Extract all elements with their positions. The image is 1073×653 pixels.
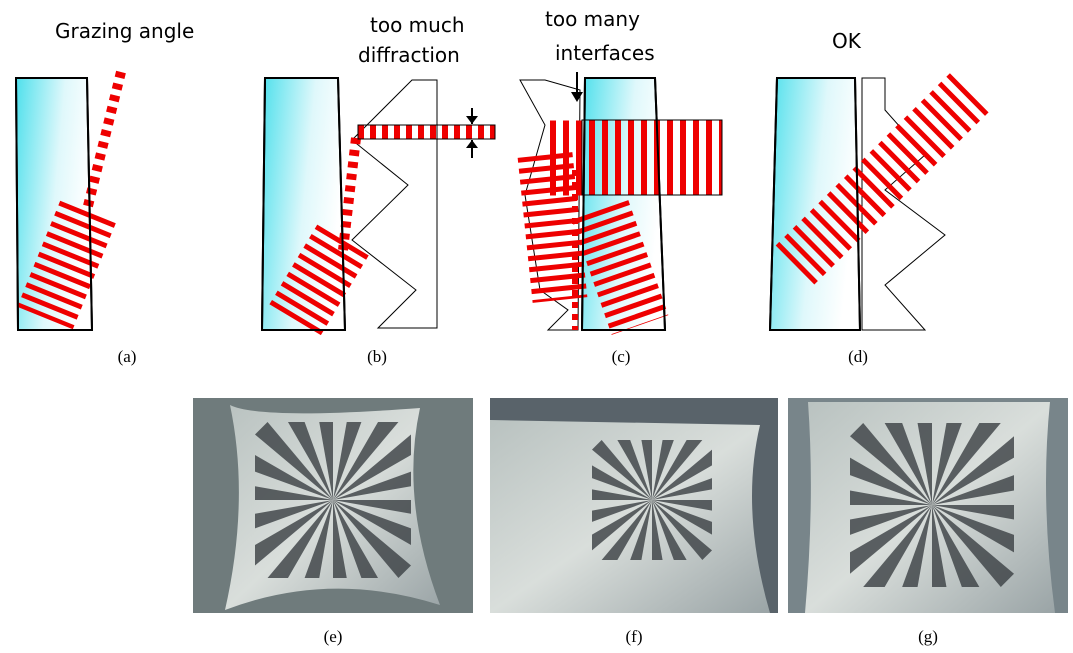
wedge (333, 500, 347, 578)
prism (861, 77, 946, 331)
wedge (932, 505, 947, 587)
wedge (617, 440, 652, 500)
wedge (601, 500, 652, 560)
beam (269, 224, 369, 336)
wedge (932, 436, 1014, 505)
wedge (333, 500, 411, 546)
wedge (652, 500, 712, 560)
beam (82, 70, 126, 212)
beam (17, 200, 116, 330)
arrow-head (571, 92, 583, 102)
wedge (932, 505, 1014, 553)
wedge (652, 500, 712, 535)
panel-b: too much diffraction (b) (260, 13, 496, 366)
wedge (304, 500, 333, 578)
wedge (652, 500, 687, 560)
wedge (319, 422, 333, 500)
wedge (630, 500, 652, 560)
wedge (932, 505, 1014, 520)
wedge (652, 440, 674, 500)
wedge (592, 489, 652, 500)
wedge (932, 475, 1014, 505)
wedge (641, 440, 652, 500)
glass-edge (768, 77, 862, 331)
wedge (333, 500, 411, 514)
caption: (f) (626, 627, 643, 646)
glass-edge (260, 77, 347, 331)
wedge (255, 422, 333, 500)
photo-e (193, 398, 473, 613)
wedge (652, 440, 703, 500)
glass-edge (580, 77, 667, 331)
wedge (850, 490, 932, 505)
wedge (592, 465, 652, 500)
label: Grazing angle (55, 19, 194, 43)
wedge (255, 500, 333, 529)
wedge (333, 500, 379, 578)
label: too many (545, 7, 640, 31)
beam (517, 152, 588, 303)
wedge (863, 505, 932, 587)
label: diffraction (358, 43, 460, 67)
wedge (884, 423, 932, 505)
wedge (932, 505, 980, 587)
starburst (850, 423, 1014, 587)
wedge (592, 500, 652, 551)
wedge (932, 505, 1014, 587)
starburst (592, 440, 712, 560)
glass-edge (14, 77, 94, 331)
arrow-head (466, 140, 478, 148)
wedge (850, 505, 932, 574)
caption: (g) (918, 627, 938, 646)
arrow-head (466, 116, 478, 124)
wedge (932, 423, 962, 505)
label: OK (832, 29, 862, 53)
panel-d: OK (d) (768, 29, 990, 366)
beam (338, 137, 361, 251)
wedge (255, 454, 333, 500)
beam-outline (581, 119, 723, 196)
wedge (255, 486, 333, 500)
wedge (333, 422, 399, 500)
wedge (652, 449, 712, 500)
wedge (917, 423, 932, 505)
label: too much (370, 13, 465, 37)
wedge (333, 500, 411, 578)
wedge (255, 500, 333, 566)
caption: (b) (367, 347, 387, 366)
wedge (850, 423, 932, 505)
wedge (333, 471, 411, 500)
wedge (652, 478, 712, 500)
wedge (333, 434, 411, 500)
panel-a: Grazing angle (a) (14, 19, 194, 366)
caption: (e) (324, 627, 343, 646)
glass (768, 77, 862, 331)
wedge (850, 457, 932, 505)
panel-c: too many interfaces (c) (517, 7, 723, 366)
starburst (255, 422, 411, 578)
beam (571, 200, 669, 335)
glass (260, 77, 347, 331)
wedge (267, 500, 333, 578)
wedge (902, 505, 932, 587)
wedge (592, 440, 652, 500)
caption: (d) (848, 347, 868, 366)
photo-f (490, 398, 778, 613)
beam-outline (357, 124, 496, 140)
beam (775, 72, 990, 285)
wedge (850, 505, 932, 535)
wedge (333, 422, 362, 500)
wedge (652, 500, 712, 511)
prism (351, 79, 438, 329)
label: interfaces (555, 41, 655, 65)
caption: (a) (118, 347, 137, 366)
wedge (932, 423, 1001, 505)
caption: (c) (612, 347, 631, 366)
photo-g (788, 398, 1068, 613)
wedge (287, 422, 333, 500)
wedge (652, 500, 663, 560)
wedge (592, 500, 652, 522)
